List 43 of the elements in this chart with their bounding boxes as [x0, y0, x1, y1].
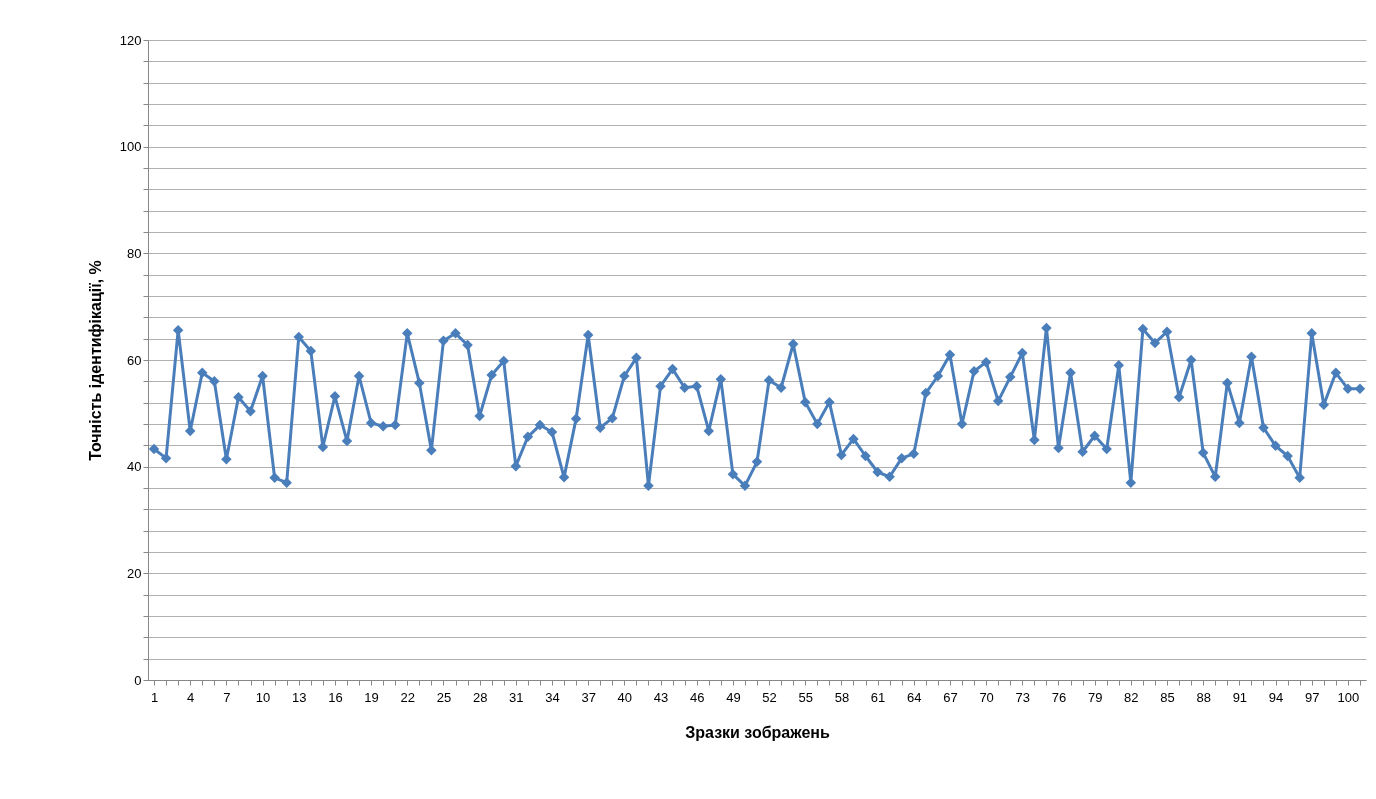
x-tick-label: 52	[762, 689, 777, 705]
x-tick-label: 67	[943, 689, 958, 705]
x-tick-label: 97	[1305, 689, 1320, 705]
x-tick-label: 13	[292, 689, 307, 705]
y-tick-label: 100	[119, 139, 142, 155]
x-tick-label: 28	[472, 689, 488, 705]
x-tick-label: 31	[509, 689, 524, 705]
y-tick-label: 40	[127, 459, 142, 475]
x-tick-label: 22	[400, 689, 416, 705]
x-tick-label: 40	[617, 689, 633, 705]
x-tick-label: 64	[907, 689, 922, 705]
y-tick-label: 20	[127, 565, 142, 581]
x-tick-label: 34	[545, 689, 560, 705]
x-tick-label: 73	[1015, 689, 1031, 705]
y-axis-title: Точність ідентифікації, %	[86, 260, 104, 461]
x-tick-label: 10	[255, 689, 271, 705]
y-tick-label: 0	[134, 672, 142, 688]
x-tick-label: 4	[187, 689, 195, 705]
x-tick-label: 58	[834, 689, 850, 705]
x-tick-label: 91	[1232, 689, 1248, 705]
x-tick-label: 7	[223, 689, 231, 705]
x-tick-label: 25	[436, 689, 452, 705]
x-axis-title: Зразки зображень	[685, 723, 830, 741]
x-tick-label: 37	[581, 689, 596, 705]
y-tick-label: 120	[119, 32, 142, 48]
x-tick-label: 61	[870, 689, 886, 705]
x-tick-label: 94	[1268, 689, 1284, 705]
x-tick-label: 46	[689, 689, 705, 705]
x-tick-label: 76	[1051, 689, 1067, 705]
x-tick-label: 19	[364, 689, 379, 705]
y-tick-label: 60	[127, 352, 142, 368]
x-tick-label: 85	[1160, 689, 1175, 705]
x-tick-label: 100	[1337, 689, 1360, 705]
x-tick-label: 88	[1196, 689, 1211, 705]
x-tick-label: 16	[328, 689, 343, 705]
x-tick-label: 55	[798, 689, 813, 705]
x-tick-label: 1	[150, 689, 159, 705]
x-tick-label: 82	[1124, 689, 1139, 705]
x-tick-label: 79	[1087, 689, 1103, 705]
x-tick-label: 70	[979, 689, 994, 705]
x-tick-label: 43	[653, 689, 669, 705]
x-tick-label: 49	[726, 689, 741, 705]
y-tick-label: 80	[127, 245, 142, 261]
